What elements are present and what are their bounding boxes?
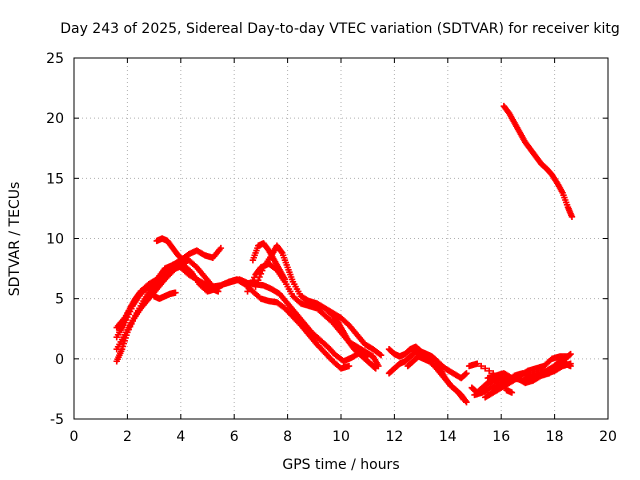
data-point <box>473 360 481 367</box>
grid-lines <box>74 58 608 419</box>
data-point <box>217 244 225 252</box>
x-tick-label: 2 <box>123 429 132 445</box>
data-points <box>113 102 576 406</box>
data-point <box>252 283 259 290</box>
data-point <box>462 397 469 405</box>
data-point <box>371 364 379 371</box>
data-point <box>180 256 187 264</box>
series-arc-19 <box>500 102 576 221</box>
data-point <box>463 370 470 377</box>
data-point <box>278 248 285 255</box>
x-tick-label: 18 <box>546 429 564 445</box>
series-arc-13 <box>404 353 470 406</box>
data-point <box>172 289 179 296</box>
series-arc-6 <box>153 235 187 264</box>
x-tick-label: 20 <box>599 429 617 445</box>
x-axis-label: GPS time / hours <box>282 457 399 473</box>
series-arc-12 <box>385 343 470 382</box>
data-point <box>259 267 266 274</box>
data-point <box>179 256 186 263</box>
series-arc-18 <box>465 360 516 396</box>
y-tick-label: 20 <box>46 111 64 127</box>
x-tick-label: 12 <box>385 429 403 445</box>
data-point <box>462 370 469 378</box>
y-tick-label: -5 <box>50 412 64 428</box>
y-tick-label: 10 <box>46 232 64 248</box>
axis-ticks: 0 2 4 6 8 10 12 14 16 18 20 -5 0 5 10 15 20 25 <box>46 51 617 445</box>
data-point <box>257 270 265 277</box>
data-point <box>485 367 493 375</box>
x-tick-label: 8 <box>283 429 292 445</box>
x-tick-label: 16 <box>492 429 510 445</box>
series-arc-5 <box>116 284 179 336</box>
data-point <box>481 365 489 372</box>
data-point <box>567 362 574 370</box>
data-point <box>493 372 501 379</box>
y-tick-label: 25 <box>46 51 64 67</box>
data-point <box>377 352 385 359</box>
series-arc-10 <box>324 307 379 372</box>
data-point <box>345 362 353 370</box>
data-point <box>253 280 261 287</box>
y-tick-label: 15 <box>46 171 64 187</box>
data-point <box>256 273 263 281</box>
data-point <box>508 389 516 396</box>
x-tick-label: 14 <box>439 429 457 445</box>
x-tick-label: 6 <box>230 429 239 445</box>
data-point <box>463 398 470 406</box>
data-point <box>489 370 497 377</box>
chart-title: Day 243 of 2025, Sidereal Day-to-day VTE… <box>60 21 620 37</box>
data-point <box>564 353 572 360</box>
series-arc-9 <box>252 242 385 359</box>
y-tick-label: 0 <box>55 352 64 368</box>
x-tick-label: 4 <box>176 429 185 445</box>
y-tick-label: 5 <box>55 292 64 308</box>
data-point <box>477 362 485 370</box>
series-arc-2 <box>113 256 353 372</box>
data-point <box>568 213 576 221</box>
x-tick-label: 10 <box>332 429 350 445</box>
data-point <box>372 365 379 372</box>
data-point <box>214 288 222 295</box>
y-axis-label: SDTVAR / TECUs <box>7 182 23 297</box>
data-point <box>255 277 262 284</box>
x-tick-label: 0 <box>70 429 79 445</box>
